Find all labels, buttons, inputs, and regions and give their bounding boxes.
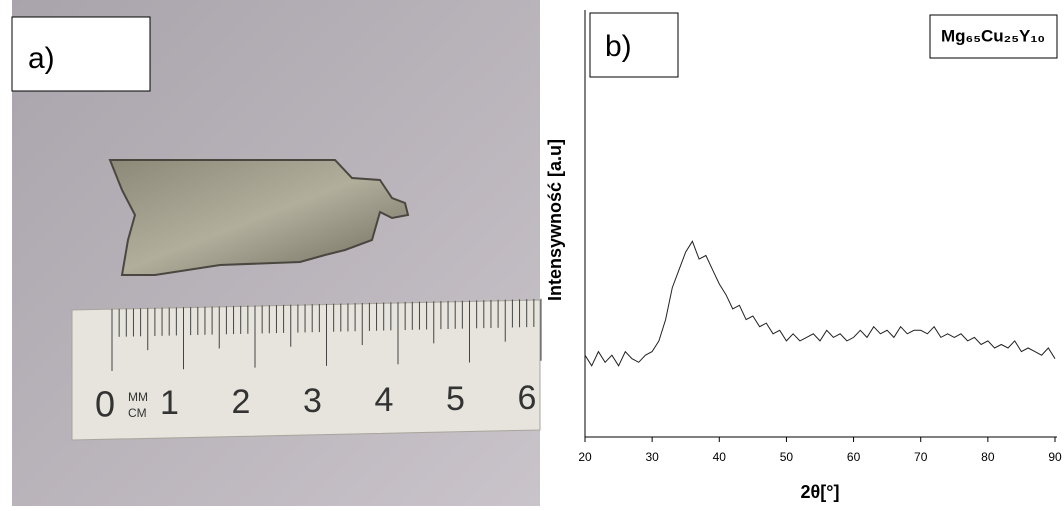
ruler-number: 2 <box>232 383 251 421</box>
ruler-numbers: 1 2 3 4 5 6 <box>160 379 536 422</box>
x-tick-label: 80 <box>981 450 995 464</box>
ruler-number: 4 <box>375 381 394 419</box>
ruler-number: 5 <box>446 380 465 418</box>
label-box <box>11 16 151 92</box>
legend-entry: Mg₆₅Cu₂₅Y₁₀ <box>941 26 1045 45</box>
x-tick-label: 50 <box>780 450 794 464</box>
label-box <box>589 12 679 78</box>
x-tick-label: 60 <box>847 450 861 464</box>
y-axis-label: Intensywność [a.u] <box>545 139 565 301</box>
ruler-unit: MM <box>128 390 148 404</box>
chart: b) Mg₆₅Cu₂₅Y₁₀ 2θ[°] Intensywność [a.u] … <box>545 10 1062 502</box>
x-tick-label: 40 <box>713 450 727 464</box>
ruler-number: 3 <box>303 382 322 420</box>
panel-label: a) <box>28 42 55 75</box>
data-line <box>584 240 1056 367</box>
sample <box>108 159 410 276</box>
panel-label: b) <box>605 30 632 63</box>
x-tick-label: 70 <box>914 450 928 464</box>
x-tick-label: 30 <box>645 450 659 464</box>
ruler-number: 6 <box>518 379 537 417</box>
x-axis-label: 2θ[°] <box>801 482 840 502</box>
ruler-zero: 0 <box>95 384 115 425</box>
x-tick-label: 20 <box>578 450 592 464</box>
photo: 0 MM CM 1 2 3 4 5 6 a) <box>11 0 542 506</box>
x-tick-label: 90 <box>1048 450 1062 464</box>
legend-box <box>929 14 1058 59</box>
ruler-number: 1 <box>160 384 179 422</box>
ruler-ticks <box>111 298 542 371</box>
ruler-unit: CM <box>128 406 147 420</box>
